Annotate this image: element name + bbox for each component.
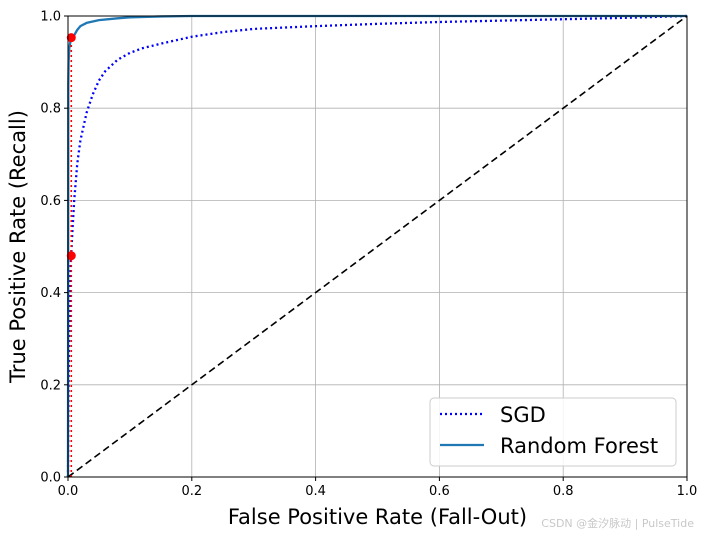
threshold-marker <box>66 251 76 261</box>
y-tick-label: 0.2 <box>40 378 61 393</box>
axis-ticks: 0.0 0.2 0.4 0.6 0.8 1.0 0.0 0.2 0.4 0.6 0.8 1.0 <box>40 10 697 500</box>
legend-sgd-label: SGD <box>500 403 546 427</box>
x-tick-label: 0.4 <box>305 484 326 499</box>
legend-random-forest-label: Random Forest <box>500 434 658 458</box>
legend: SGD Random Forest <box>429 397 677 467</box>
axes-frame <box>67 15 688 478</box>
y-tick-label: 1.0 <box>40 10 61 25</box>
x-tick-label: 0.2 <box>181 484 202 499</box>
y-axis-title: True Positive Rate (Recall) <box>6 110 30 384</box>
y-tick-label: 0.8 <box>40 102 61 117</box>
x-tick-label: 0.6 <box>429 484 450 499</box>
x-tick-label: 1.0 <box>677 484 698 499</box>
watermark: CSDN @金汐脉动 | PulseTide <box>541 516 694 530</box>
x-tick-label: 0.8 <box>553 484 574 499</box>
threshold-marker <box>66 33 76 43</box>
x-axis-title: False Positive Rate (Fall-Out) <box>228 505 527 529</box>
diagonal-reference-line <box>67 15 688 478</box>
y-tick-label: 0.6 <box>40 194 61 209</box>
legend-box <box>429 397 677 467</box>
x-tick-label: 0.0 <box>58 484 79 499</box>
y-tick-label: 0.0 <box>40 471 61 486</box>
y-tick-label: 0.4 <box>40 286 61 301</box>
